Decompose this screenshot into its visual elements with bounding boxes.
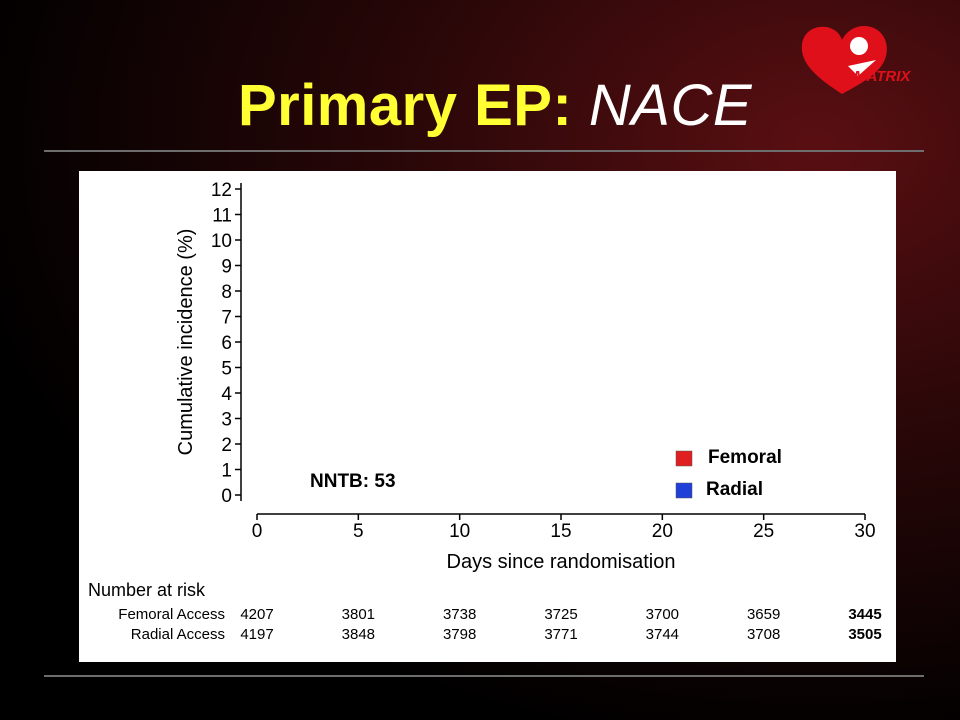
risk-cell: 3725 <box>544 606 578 623</box>
risk-cell: 3848 <box>341 626 376 643</box>
risk-cell: 3445 <box>848 606 882 623</box>
legend-label: Radial <box>706 479 763 500</box>
risk-row-label: Femoral Access <box>118 606 225 623</box>
risk-cell: 4197 <box>240 626 274 643</box>
nntb-annotation: NNTB: 53 <box>310 471 396 492</box>
risk-cell: 3738 <box>442 606 477 623</box>
risk-row-label: Radial Access <box>130 626 225 643</box>
y-tick-label: 8 <box>221 282 232 303</box>
y-tick-label: 2 <box>221 435 232 456</box>
y-tick-label: 6 <box>221 333 232 354</box>
x-ticks: 0 5 10 15 20 25 30 <box>252 514 876 542</box>
matrix-logo: MATRIX <box>801 26 911 94</box>
risk-cell: 3744 <box>645 626 680 643</box>
logo-text: MATRIX <box>854 68 911 85</box>
x-tick-label: 5 <box>353 521 364 542</box>
y-tick-label: 9 <box>221 257 232 278</box>
risk-cell: 3505 <box>848 626 882 643</box>
title-emphasis: NACE <box>588 73 753 138</box>
x-tick-label: 15 <box>550 521 571 542</box>
y-tick-label: 5 <box>221 359 232 380</box>
x-tick-label: 30 <box>854 521 875 542</box>
slide-title: Primary EP: NACE <box>0 72 960 139</box>
y-tick-label: 3 <box>221 410 232 431</box>
y-tick-label: 1 <box>221 461 232 482</box>
y-tick-label: 4 <box>221 384 232 405</box>
logo-swoosh <box>848 60 876 76</box>
risk-table-title: Number at risk <box>88 580 206 600</box>
x-tick-label: 25 <box>753 521 774 542</box>
legend-swatch <box>675 450 693 467</box>
risk-cell: 3798 <box>442 626 477 643</box>
risk-cell: 3659 <box>746 606 781 623</box>
y-tick-label: 0 <box>221 486 232 507</box>
title-main: Primary EP: <box>237 73 573 138</box>
y-axis-label: Cumulative incidence (%) <box>175 229 197 456</box>
y-tick-label: 7 <box>221 308 232 329</box>
x-axis-label: Days since randomisation <box>447 551 676 573</box>
risk-cell: 3801 <box>341 606 376 623</box>
x-tick-label: 20 <box>652 521 673 542</box>
frame-bottom-line <box>44 675 924 677</box>
legend-swatch <box>675 482 693 499</box>
frame-top-line <box>44 150 924 152</box>
x-tick-label: 0 <box>252 521 263 542</box>
risk-cell: 3708 <box>746 626 781 643</box>
legend: Femoral Radial <box>675 447 782 500</box>
y-tick-label: 10 <box>211 231 232 252</box>
risk-cell: 3771 <box>544 626 578 643</box>
x-tick-label: 10 <box>449 521 470 542</box>
logo-dot <box>850 37 868 55</box>
risk-cell: 3700 <box>645 606 680 623</box>
risk-cell: 4207 <box>240 606 274 623</box>
y-tick-label: 12 <box>211 180 232 201</box>
y-tick-label: 11 <box>212 206 232 227</box>
legend-label: Femoral <box>708 447 782 468</box>
chart-panel: 0 1 2 3 4 5 6 7 8 9 10 11 12 0 5 10 15 20 25 30 Cumulative… <box>79 171 896 662</box>
